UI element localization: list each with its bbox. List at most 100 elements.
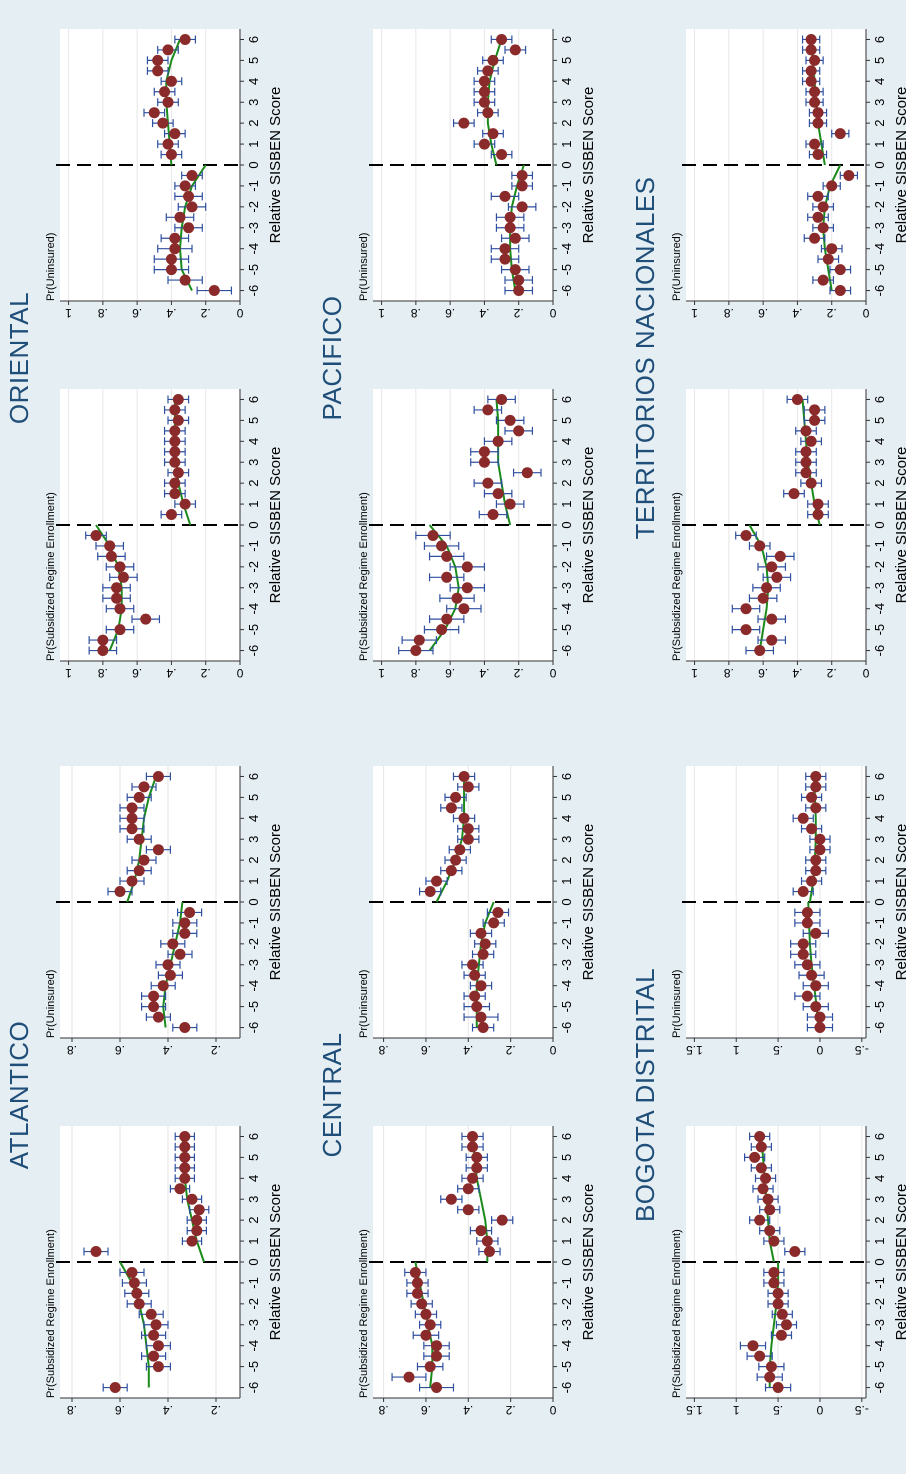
panel-subsidized: Pr(Subsidized Regime Enrollment) 0 .2 .4 .6.…	[40, 379, 318, 697]
y-tick-label: 1	[378, 666, 385, 680]
data-point	[409, 1266, 421, 1278]
y-tick-label: .4	[166, 666, 176, 680]
data-point	[754, 1214, 766, 1226]
x-tick-label: 1	[559, 877, 574, 884]
x-tick-label: -5	[246, 1361, 261, 1373]
data-point	[475, 1225, 487, 1237]
data-point	[179, 1151, 191, 1163]
panel-uninsured: Pr(Uninsured) 0 .2 .4 .6 .8 1 -6 -5 -4 -3 -2 -1 0 1 2 3 4…	[666, 19, 906, 337]
data-point	[760, 1172, 772, 1184]
panel-uninsured: Pr(Uninsured) 0 .2 .4 .6 .8 -6 -5 -4 -3 -2 -1 0 1 2 3 4 5…	[353, 756, 631, 1074]
x-tick-label: 2	[559, 480, 574, 487]
y-tick-label: .4	[792, 666, 802, 680]
x-tick-label: -6	[559, 645, 574, 657]
x-tick-label: 5	[559, 1154, 574, 1161]
data-point	[165, 149, 177, 161]
data-point	[420, 1329, 432, 1341]
panel-title: Pr(Uninsured)	[671, 233, 683, 301]
y-tick-label: .4	[166, 306, 176, 320]
panel-uninsured: Pr(Uninsured) .2 .4 .6 .8 -6 -5 -4 -3 -2 -1 0 1 2 3 4 5 6…	[40, 756, 318, 1074]
data-point	[806, 823, 818, 835]
y-tick-label: .8	[98, 306, 108, 320]
x-tick-label: -3	[246, 582, 261, 594]
scatter-chart: Pr(Uninsured) 0 .2 .4 .6 .8 -6 -5 -4 -3 -2 -1 0 1 2 3 4 5…	[358, 766, 597, 1057]
data-point	[167, 938, 179, 950]
data-point	[467, 1172, 479, 1184]
data-point	[482, 404, 494, 416]
data-point	[169, 446, 181, 458]
data-point	[766, 613, 778, 625]
y-tick-label: .8	[98, 666, 108, 680]
x-tick-label: 6	[246, 773, 261, 780]
y-tick-label: .6	[132, 306, 142, 320]
x-tick-label: -3	[246, 222, 261, 234]
data-point	[183, 190, 195, 202]
x-tick-label: 6	[872, 36, 887, 43]
data-point	[126, 823, 138, 835]
x-tick-label: -2	[246, 561, 261, 573]
y-tick-label: .6	[445, 666, 455, 680]
x-tick-label: -2	[246, 201, 261, 213]
x-tick-label: 3	[872, 459, 887, 466]
data-point	[152, 844, 164, 856]
data-point	[169, 477, 181, 489]
x-tick-label: -4	[872, 1340, 887, 1352]
data-point	[131, 1287, 143, 1299]
data-point	[814, 1022, 826, 1034]
data-point	[179, 180, 191, 192]
data-point	[810, 980, 822, 992]
panel-uninsured: Pr(Uninsured) -.5 0 .5 1 1.5 -6 -5 -4 -3 -2 -1 0 1 2 3 4…	[666, 756, 906, 1074]
data-point	[740, 603, 752, 615]
scatter-chart: Pr(Subsidized Regime Enrollment) .2 .4 .6 .8…	[45, 1126, 284, 1417]
x-tick-label: 4	[872, 78, 887, 85]
scatter-chart: Pr(Uninsured) 0 .2 .4 .6 .8 1 -6 -5 -4 -3 -2 -1 0 1 2 3 4…	[671, 29, 906, 320]
data-point	[482, 107, 494, 119]
y-tick-label: .2	[211, 1403, 221, 1417]
y-tick-label: 1	[733, 1043, 740, 1057]
y-tick-label: .8	[411, 666, 421, 680]
data-point	[169, 232, 181, 244]
y-tick-label: .8	[67, 1403, 77, 1417]
data-point	[475, 1011, 487, 1023]
data-point	[488, 917, 500, 929]
data-point	[450, 791, 462, 803]
data-point	[764, 1371, 776, 1383]
data-point	[747, 1340, 759, 1352]
data-point	[458, 603, 470, 615]
x-tick-label: 4	[559, 815, 574, 822]
data-point	[768, 1277, 780, 1289]
data-point	[152, 65, 164, 77]
data-point	[740, 624, 752, 636]
data-point	[114, 603, 126, 615]
data-point	[90, 529, 102, 541]
data-point	[462, 823, 474, 835]
x-tick-label: -6	[559, 285, 574, 297]
data-point	[757, 592, 769, 604]
x-tick-label: 6	[246, 36, 261, 43]
data-point	[471, 1001, 483, 1013]
y-tick-label: 1	[691, 666, 698, 680]
x-axis-label: Relative SISBEN Score	[893, 824, 906, 981]
x-tick-label: 3	[559, 99, 574, 106]
y-tick-label: .2	[211, 1043, 221, 1057]
x-tick-label: 2	[872, 480, 887, 487]
data-point	[184, 906, 196, 918]
data-point	[165, 264, 177, 276]
x-tick-label: 5	[246, 1154, 261, 1161]
x-tick-label: -5	[246, 264, 261, 276]
y-tick-label: 0	[816, 1043, 823, 1057]
x-tick-label: -6	[246, 1022, 261, 1034]
data-point	[496, 1214, 508, 1226]
data-point	[810, 865, 822, 877]
data-point	[487, 54, 499, 66]
region-central: CENTRAL Pr(Subsidized Regime Enrollment) 0…	[313, 756, 623, 1434]
data-point	[179, 274, 191, 286]
y-tick-label: 0	[549, 1403, 556, 1417]
data-point	[172, 393, 184, 405]
x-tick-label: 0	[872, 1258, 887, 1265]
x-tick-label: 3	[559, 459, 574, 466]
data-point	[169, 243, 181, 255]
data-point	[431, 1340, 443, 1352]
panel-title: Pr(Uninsured)	[358, 970, 370, 1038]
data-point	[467, 1141, 479, 1153]
